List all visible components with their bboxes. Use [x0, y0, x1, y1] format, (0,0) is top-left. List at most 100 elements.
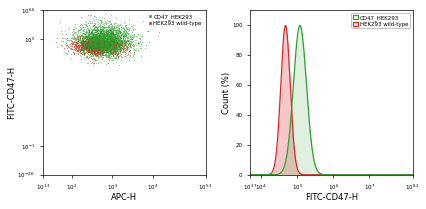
Point	[128, 34, 135, 37]
Point	[113, 41, 120, 45]
Point	[83, 46, 90, 50]
Point	[91, 41, 98, 44]
Point	[109, 61, 115, 64]
Point	[110, 28, 117, 31]
Point	[88, 48, 95, 51]
Point	[97, 20, 104, 23]
Point	[115, 35, 121, 38]
Point	[103, 41, 110, 44]
Point	[98, 39, 105, 42]
Point	[81, 44, 88, 48]
Point	[96, 44, 103, 47]
Point	[92, 37, 98, 41]
Point	[80, 52, 87, 56]
Point	[83, 47, 90, 50]
Point	[101, 51, 107, 54]
Point	[110, 50, 117, 53]
Point	[89, 45, 96, 48]
Point	[117, 37, 124, 41]
Point	[97, 39, 104, 42]
Point	[90, 37, 97, 40]
Point	[94, 29, 101, 32]
Point	[101, 46, 107, 50]
Point	[125, 32, 132, 35]
Point	[115, 39, 121, 43]
Point	[100, 41, 107, 44]
Point	[80, 45, 87, 48]
Point	[116, 32, 123, 35]
Point	[84, 42, 91, 45]
Point	[106, 46, 113, 50]
Point	[116, 42, 123, 45]
Point	[99, 43, 106, 46]
Point	[84, 38, 91, 41]
Point	[109, 43, 116, 47]
Point	[101, 41, 108, 44]
Point	[101, 43, 108, 46]
Point	[110, 47, 117, 50]
Point	[84, 35, 91, 38]
Point	[104, 47, 110, 50]
Point	[118, 44, 124, 47]
Point	[122, 25, 129, 28]
Point	[100, 50, 106, 54]
Point	[102, 34, 109, 38]
Point	[111, 49, 118, 53]
Point	[97, 46, 104, 50]
Point	[112, 36, 119, 40]
Point	[94, 43, 101, 46]
Point	[116, 42, 123, 45]
Point	[95, 35, 102, 39]
Point	[69, 47, 75, 51]
Point	[96, 51, 103, 55]
Point	[108, 38, 115, 41]
Point	[103, 38, 109, 42]
Point	[80, 39, 86, 42]
Point	[124, 45, 131, 48]
Point	[103, 31, 109, 34]
Point	[93, 33, 100, 37]
Point	[86, 43, 93, 46]
Point	[97, 37, 104, 40]
Point	[109, 36, 115, 40]
Point	[119, 31, 126, 35]
Point	[69, 40, 76, 43]
Point	[91, 47, 98, 51]
Point	[90, 41, 97, 44]
Point	[116, 47, 123, 50]
Point	[91, 41, 98, 44]
Point	[99, 25, 106, 28]
Point	[117, 33, 124, 36]
Point	[86, 39, 92, 43]
Point	[104, 35, 111, 38]
Point	[104, 29, 110, 32]
Point	[93, 28, 100, 31]
Point	[102, 45, 109, 49]
Point	[100, 37, 106, 40]
Point	[88, 61, 95, 64]
Point	[109, 38, 116, 42]
Point	[88, 21, 95, 24]
Point	[83, 31, 89, 34]
Point	[111, 43, 118, 46]
Point	[111, 37, 118, 41]
Point	[86, 48, 93, 51]
Point	[99, 44, 106, 47]
Point	[118, 40, 125, 43]
Point	[86, 43, 92, 46]
Point	[94, 28, 101, 31]
Point	[103, 34, 110, 37]
Point	[96, 29, 103, 32]
Point	[82, 40, 89, 43]
Point	[72, 48, 79, 51]
Point	[120, 36, 127, 39]
Point	[88, 28, 95, 31]
Point	[92, 37, 99, 40]
Point	[108, 42, 115, 45]
Point	[97, 42, 104, 45]
Point	[106, 42, 113, 46]
Point	[115, 39, 121, 42]
Point	[104, 46, 110, 50]
Point	[86, 43, 92, 46]
Point	[117, 43, 124, 46]
